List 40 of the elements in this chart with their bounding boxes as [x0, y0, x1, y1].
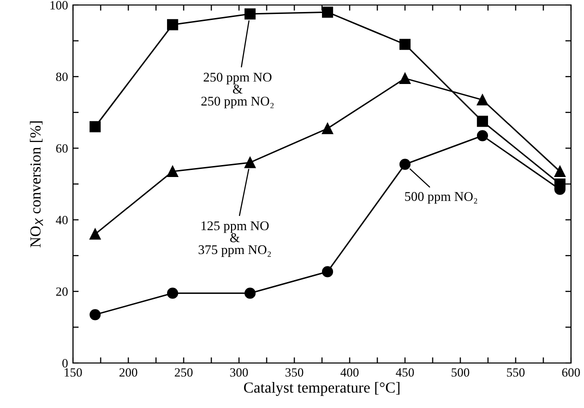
point	[167, 19, 178, 30]
point	[476, 116, 488, 127]
y-tick-label: 20	[56, 287, 68, 296]
x-tick-label: 500	[452, 368, 470, 377]
point	[399, 72, 411, 84]
x-tick-label: 450	[396, 368, 414, 377]
text: 125 ppm NO & 375 ppm NO₂	[198, 221, 271, 257]
y-axis-title: NO$_{X}$ conversion [%]	[30, 121, 43, 248]
text: 250 ppm NO & 250 ppm NO₂	[201, 72, 274, 108]
x-tick-label: 600	[562, 368, 580, 377]
x-tick-label: 200	[120, 368, 138, 377]
point	[167, 166, 178, 178]
x-tick-label: 150	[64, 368, 82, 377]
x-tick-label: 250	[174, 368, 193, 377]
y-tick-label: 100	[50, 1, 68, 10]
point	[322, 122, 334, 134]
point	[322, 6, 334, 18]
x-tick-label: 400	[340, 368, 359, 377]
x-axis-title: Catalyst temperature [°C]	[244, 382, 400, 396]
y-tick-label: 80	[56, 72, 68, 82]
point	[90, 121, 101, 132]
x-tick-label: 350	[286, 368, 304, 377]
legend-label: 500 ppm NO₂	[405, 192, 478, 204]
y-tick-label: 60	[56, 144, 68, 153]
point	[90, 309, 101, 320]
point	[244, 8, 256, 20]
point	[90, 228, 101, 240]
y-tick-label: 0	[62, 359, 68, 368]
point	[476, 130, 488, 142]
point	[244, 156, 256, 168]
point	[476, 94, 488, 106]
point	[167, 288, 178, 299]
point	[554, 166, 566, 178]
point	[322, 266, 334, 278]
point	[244, 288, 256, 299]
point	[399, 38, 411, 50]
y-tick-label: 40	[56, 216, 68, 224]
x-tick-label: 550	[507, 368, 525, 377]
point	[399, 158, 411, 170]
x-tick-label: 300	[230, 368, 248, 377]
